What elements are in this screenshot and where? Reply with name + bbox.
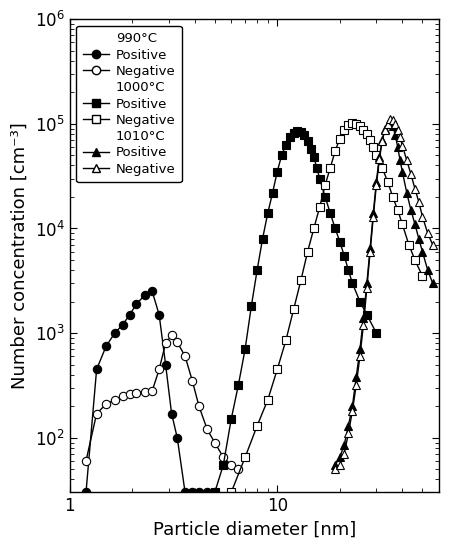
X-axis label: Particle diameter [nm]: Particle diameter [nm] bbox=[153, 521, 356, 539]
Y-axis label: Number concentration [cm⁻³]: Number concentration [cm⁻³] bbox=[11, 123, 29, 389]
Legend: 990°C, Positive, Negative, 1000°C, Positive, Negative, 1010°C, Positive, Negativ: 990°C, Positive, Negative, 1000°C, Posit… bbox=[76, 26, 182, 183]
